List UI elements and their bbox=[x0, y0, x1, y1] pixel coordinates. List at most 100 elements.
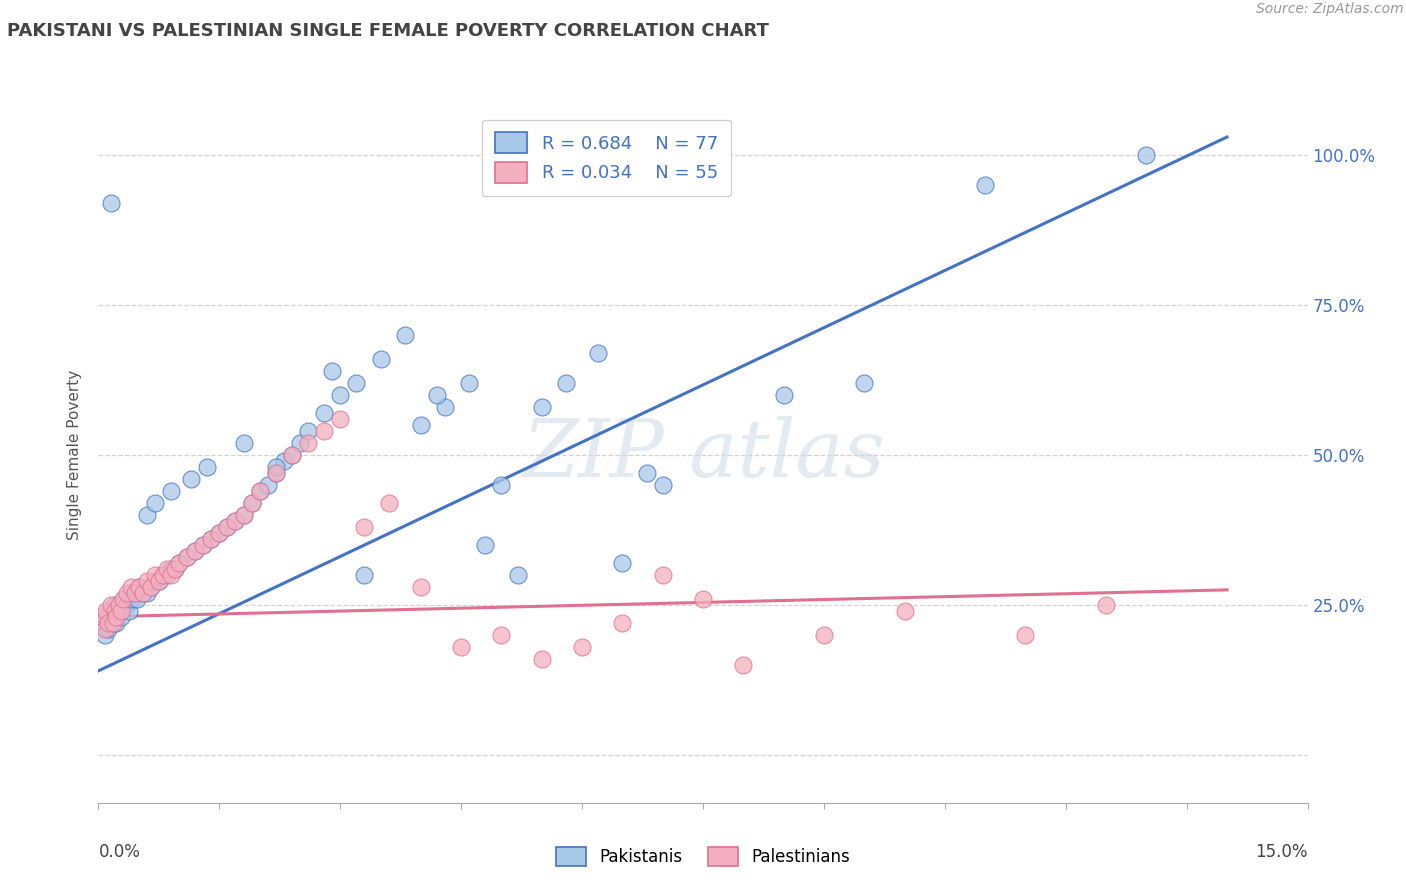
Point bbox=[772, 388, 794, 402]
Point bbox=[127, 591, 149, 606]
Point bbox=[394, 328, 416, 343]
Point bbox=[249, 483, 271, 498]
Point bbox=[143, 574, 166, 588]
Point bbox=[974, 178, 997, 192]
Point bbox=[193, 538, 215, 552]
Point bbox=[586, 346, 609, 360]
Point bbox=[450, 640, 472, 654]
Point bbox=[353, 520, 375, 534]
Point bbox=[458, 376, 481, 390]
Point bbox=[264, 466, 287, 480]
Point bbox=[377, 496, 399, 510]
Y-axis label: Single Female Poverty: Single Female Poverty bbox=[67, 370, 83, 540]
Point bbox=[100, 598, 122, 612]
Point bbox=[124, 586, 146, 600]
Point bbox=[143, 496, 166, 510]
Point bbox=[135, 574, 157, 588]
Point bbox=[100, 196, 122, 211]
Point bbox=[329, 412, 352, 426]
Point bbox=[193, 538, 215, 552]
Point bbox=[167, 556, 190, 570]
Point bbox=[96, 604, 118, 618]
Point bbox=[135, 508, 157, 522]
Point bbox=[217, 520, 239, 534]
Point bbox=[160, 483, 183, 498]
Point bbox=[612, 556, 634, 570]
Point bbox=[120, 586, 142, 600]
Point bbox=[128, 580, 150, 594]
Point bbox=[110, 604, 132, 618]
Point bbox=[314, 406, 336, 420]
Point bbox=[232, 508, 254, 522]
Text: Source: ZipAtlas.com: Source: ZipAtlas.com bbox=[1256, 2, 1403, 16]
Point bbox=[692, 591, 714, 606]
Point bbox=[156, 567, 179, 582]
Point bbox=[434, 400, 457, 414]
Point bbox=[530, 400, 553, 414]
Point bbox=[1135, 148, 1157, 162]
Text: ZIP atlas: ZIP atlas bbox=[522, 417, 884, 493]
Point bbox=[1014, 628, 1036, 642]
Point bbox=[249, 483, 271, 498]
Point bbox=[491, 478, 513, 492]
Point bbox=[111, 591, 134, 606]
Point bbox=[115, 586, 138, 600]
Point bbox=[297, 436, 319, 450]
Point bbox=[281, 448, 304, 462]
Point bbox=[224, 514, 246, 528]
Point bbox=[224, 514, 246, 528]
Point bbox=[240, 496, 263, 510]
Point bbox=[148, 574, 170, 588]
Point bbox=[105, 610, 128, 624]
Point bbox=[232, 436, 254, 450]
Point bbox=[1095, 598, 1118, 612]
Point bbox=[111, 598, 134, 612]
Point bbox=[110, 610, 132, 624]
Point bbox=[124, 586, 146, 600]
Point bbox=[208, 525, 231, 540]
Point bbox=[101, 615, 124, 630]
Point bbox=[163, 562, 186, 576]
Point bbox=[160, 562, 183, 576]
Point bbox=[813, 628, 835, 642]
Point bbox=[160, 567, 183, 582]
Text: 15.0%: 15.0% bbox=[1256, 843, 1308, 861]
Legend: Pakistanis, Palestinians: Pakistanis, Palestinians bbox=[548, 838, 858, 875]
Point bbox=[184, 544, 207, 558]
Point bbox=[344, 376, 367, 390]
Point bbox=[370, 351, 392, 366]
Point bbox=[107, 598, 129, 612]
Point bbox=[152, 567, 174, 582]
Point bbox=[107, 604, 129, 618]
Point bbox=[156, 562, 179, 576]
Point bbox=[409, 580, 432, 594]
Point bbox=[128, 580, 150, 594]
Point bbox=[148, 574, 170, 588]
Legend: R = 0.684    N = 77, R = 0.034    N = 55: R = 0.684 N = 77, R = 0.034 N = 55 bbox=[482, 120, 731, 195]
Point bbox=[636, 466, 658, 480]
Point bbox=[273, 454, 295, 468]
Point bbox=[120, 580, 142, 594]
Point bbox=[176, 549, 198, 564]
Point bbox=[288, 436, 311, 450]
Point bbox=[163, 562, 186, 576]
Point bbox=[297, 424, 319, 438]
Point bbox=[115, 598, 138, 612]
Point bbox=[281, 448, 304, 462]
Point bbox=[200, 532, 222, 546]
Point bbox=[853, 376, 876, 390]
Point bbox=[264, 459, 287, 474]
Point bbox=[132, 586, 155, 600]
Point bbox=[612, 615, 634, 630]
Point bbox=[555, 376, 578, 390]
Point bbox=[118, 604, 141, 618]
Point bbox=[232, 508, 254, 522]
Point bbox=[321, 364, 343, 378]
Point bbox=[103, 598, 125, 612]
Point bbox=[152, 567, 174, 582]
Point bbox=[94, 622, 117, 636]
Point bbox=[184, 544, 207, 558]
Point bbox=[491, 628, 513, 642]
Point bbox=[96, 610, 118, 624]
Point bbox=[91, 615, 114, 630]
